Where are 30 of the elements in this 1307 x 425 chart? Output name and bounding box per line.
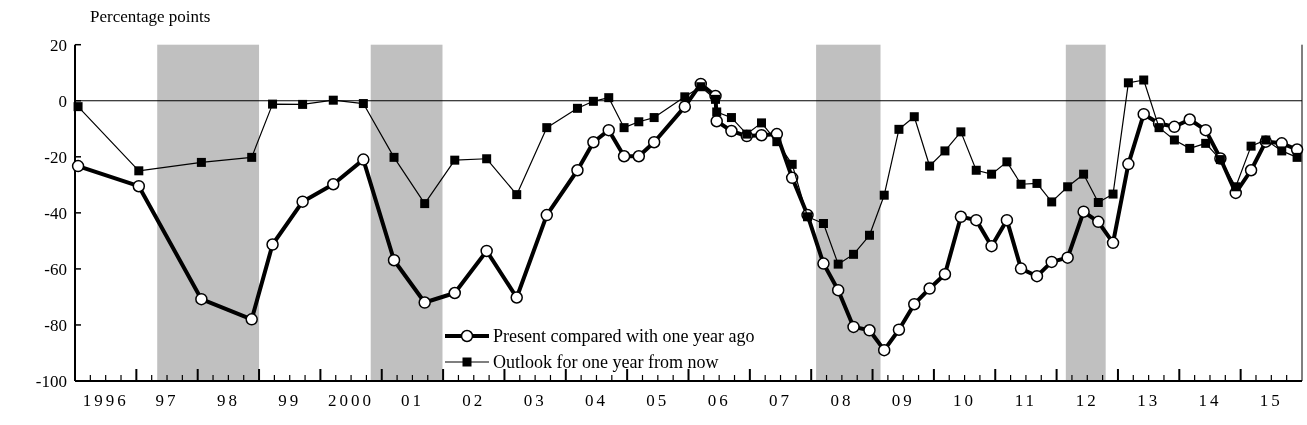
x-tick-label: 1996 (82, 391, 129, 410)
x-tick-label: 99 (278, 391, 302, 410)
x-tick-label: 11 (1014, 391, 1038, 410)
y-tick-label: -60 (44, 259, 67, 279)
y-tick-label: 20 (50, 35, 67, 55)
x-tick-label: 06 (707, 391, 731, 410)
x-tick-label: 08 (830, 391, 854, 410)
legend-label: Outlook for one year from now (493, 352, 719, 373)
x-tick-label: 09 (891, 391, 915, 410)
x-tick-label: 05 (646, 391, 670, 410)
x-tick-label: 10 (953, 391, 977, 410)
legend-label: Present compared with one year ago (493, 326, 755, 347)
y-tick-label: -40 (44, 203, 67, 223)
x-tick-label: 03 (523, 391, 547, 410)
y-tick-label: -80 (44, 315, 67, 335)
x-tick-label: 12 (1075, 391, 1099, 410)
y-axis-title: Percentage points (90, 7, 211, 26)
x-tick-label: 15 (1259, 391, 1283, 410)
x-tick-label: 14 (1198, 391, 1222, 410)
x-tick-label: 2000 (328, 391, 375, 410)
y-tick-label: 0 (58, 91, 67, 111)
x-tick-label: 04 (584, 391, 608, 410)
x-tick-label: 98 (216, 391, 240, 410)
y-tick-label: -20 (44, 147, 67, 167)
x-tick-label: 07 (769, 391, 793, 410)
x-tick-label: 13 (1137, 391, 1161, 410)
x-tick-label: 02 (462, 391, 486, 410)
x-tick-label: 01 (400, 391, 424, 410)
x-tick-label: 97 (155, 391, 179, 410)
y-tick-label: -100 (35, 371, 67, 391)
